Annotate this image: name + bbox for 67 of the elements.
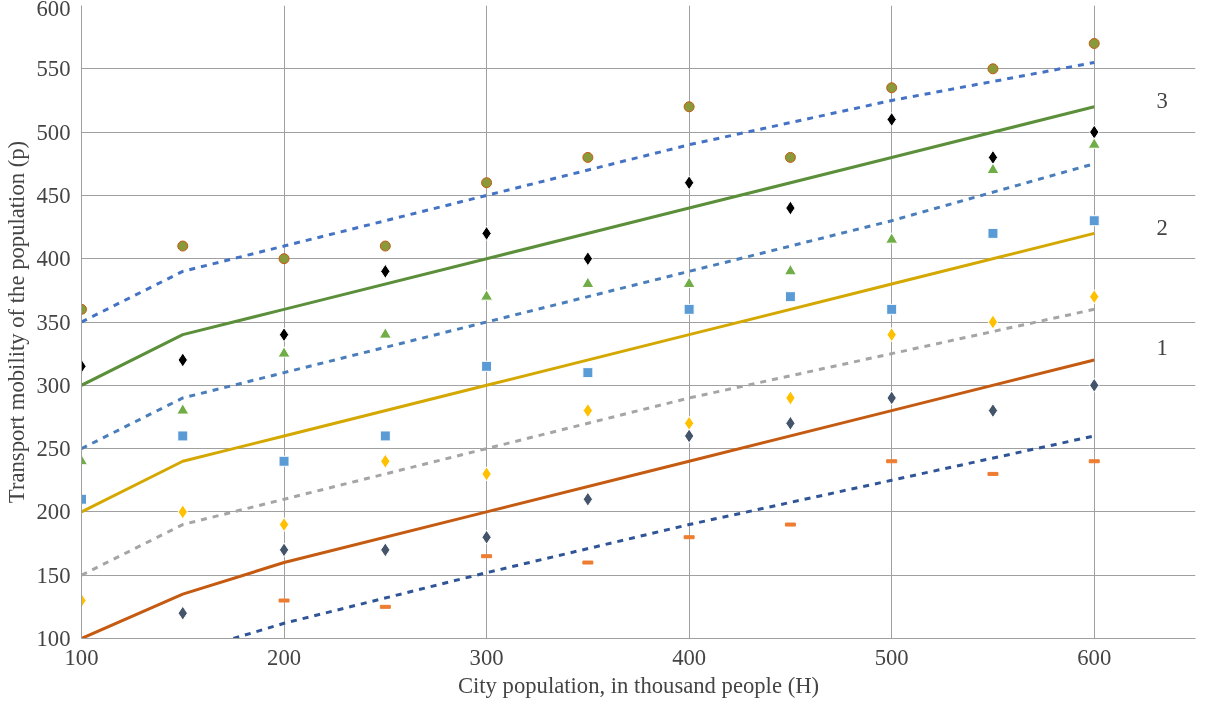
- y-tick-label: 400: [36, 246, 71, 272]
- point: [278, 517, 290, 533]
- point: [683, 415, 695, 431]
- point: [582, 403, 594, 419]
- point: [683, 428, 695, 444]
- point: [886, 303, 898, 315]
- annotation: 3: [1156, 87, 1168, 113]
- point: [987, 403, 999, 419]
- point: [886, 82, 898, 94]
- line-series: [81, 60, 1096, 324]
- x-tick-label: 400: [672, 644, 707, 670]
- point: [278, 327, 290, 343]
- y-tick-label: 100: [36, 626, 71, 651]
- point: [278, 253, 290, 265]
- y-tick-label: 600: [36, 0, 71, 21]
- y-tick-label: 550: [36, 56, 71, 82]
- point: [176, 403, 190, 415]
- point: [481, 360, 493, 372]
- point: [582, 491, 594, 507]
- annotation: 1: [1156, 334, 1168, 360]
- point: [481, 177, 493, 189]
- point: [683, 303, 695, 315]
- point: [987, 314, 999, 330]
- x-tick-label: 200: [267, 644, 302, 670]
- point: [278, 542, 290, 558]
- point: [582, 367, 594, 379]
- point: [582, 151, 594, 163]
- x-tick-label: 500: [874, 644, 909, 670]
- x-axis-title: City population, in thousand people (H): [457, 672, 820, 698]
- point: [683, 101, 695, 113]
- point: [987, 149, 999, 165]
- point: [783, 263, 797, 276]
- y-tick-label: 300: [36, 372, 71, 398]
- point: [379, 240, 391, 252]
- point: [582, 251, 594, 267]
- y-tick-label: 450: [36, 182, 71, 208]
- point: [480, 289, 494, 301]
- point: [1087, 137, 1101, 149]
- point: [277, 346, 291, 358]
- annotation: 2: [1156, 214, 1168, 240]
- point: [987, 63, 999, 75]
- point: [683, 175, 695, 191]
- point: [581, 276, 595, 288]
- y-tick-label: 200: [36, 499, 71, 525]
- x-tick-label: 300: [469, 644, 504, 670]
- point: [278, 455, 290, 467]
- point: [784, 151, 796, 163]
- point: [682, 276, 696, 288]
- point: [1088, 215, 1100, 227]
- y-tick-label: 500: [36, 119, 71, 145]
- point: [986, 162, 1000, 175]
- line-series: [81, 358, 1096, 639]
- y-tick-label: 350: [36, 309, 71, 335]
- point: [987, 227, 999, 239]
- y-tick-label: 250: [36, 436, 71, 462]
- point: [378, 327, 392, 339]
- point: [1088, 37, 1100, 49]
- point: [784, 291, 796, 303]
- line-series: [81, 231, 1096, 514]
- point: [885, 232, 899, 244]
- point: [177, 240, 189, 252]
- x-tick-label: 600: [1077, 644, 1112, 670]
- point: [177, 430, 189, 442]
- y-axis-title: Transport mobility of the population (p): [3, 140, 29, 504]
- point: [379, 430, 391, 442]
- y-tick-label: 150: [36, 562, 71, 588]
- line-series: [81, 105, 1096, 387]
